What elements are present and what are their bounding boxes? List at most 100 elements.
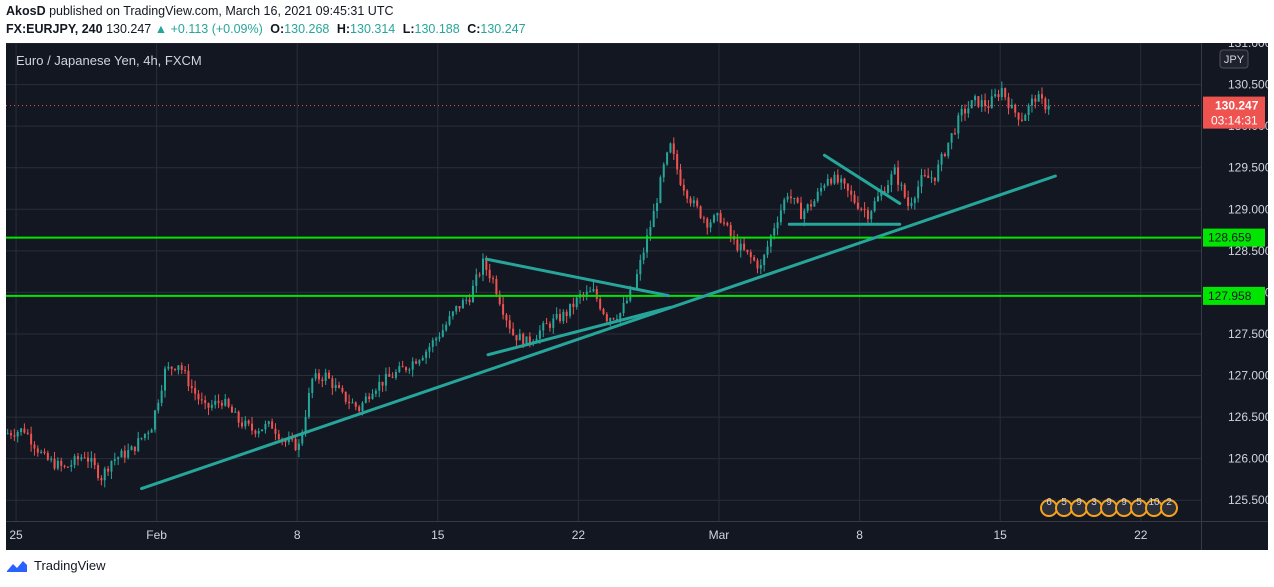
candle[interactable] [729, 222, 732, 243]
candle[interactable] [997, 89, 1000, 102]
candle[interactable] [328, 369, 331, 380]
candle[interactable] [887, 179, 890, 194]
candle[interactable] [448, 310, 451, 327]
candle[interactable] [200, 392, 203, 405]
candle[interactable] [793, 197, 796, 205]
candle[interactable] [381, 381, 384, 392]
candle[interactable] [147, 430, 150, 440]
candle[interactable] [856, 196, 859, 211]
candle[interactable] [789, 189, 792, 204]
candle[interactable] [974, 94, 977, 106]
candle[interactable] [900, 181, 903, 191]
candle[interactable] [267, 420, 270, 428]
candle[interactable] [1007, 92, 1010, 115]
candle[interactable] [254, 429, 257, 438]
candle[interactable] [552, 314, 555, 334]
candle[interactable] [348, 394, 351, 410]
candle[interactable] [60, 457, 63, 472]
candle[interactable] [716, 212, 719, 222]
candle[interactable] [401, 360, 404, 368]
candle[interactable] [36, 445, 39, 457]
candle[interactable] [428, 343, 431, 359]
candle[interactable] [411, 357, 414, 377]
candle[interactable] [197, 389, 200, 405]
candle[interactable] [1040, 87, 1044, 105]
candle[interactable] [190, 379, 193, 394]
candle[interactable] [481, 253, 484, 282]
candle[interactable] [13, 428, 16, 441]
candle[interactable] [53, 451, 56, 471]
candle[interactable] [418, 359, 421, 367]
candle[interactable] [461, 297, 464, 309]
candle[interactable] [103, 466, 106, 488]
candle[interactable] [806, 203, 809, 214]
candle[interactable] [80, 454, 83, 462]
candle[interactable] [569, 303, 572, 319]
candle[interactable] [846, 183, 849, 198]
candle[interactable] [753, 254, 756, 262]
price-chart[interactable]: 125.500126.000126.500127.000127.500128.0… [6, 43, 1268, 550]
candle[interactable] [488, 263, 491, 283]
candle[interactable] [364, 392, 367, 404]
candle[interactable] [90, 451, 93, 469]
candle[interactable] [458, 306, 461, 312]
candle[interactable] [277, 429, 280, 442]
candle[interactable] [927, 168, 930, 179]
candle[interactable] [204, 395, 207, 410]
candle[interactable] [143, 433, 146, 441]
candle[interactable] [917, 180, 920, 203]
candle[interactable] [960, 104, 963, 122]
candle[interactable] [940, 152, 943, 172]
candle[interactable] [1034, 95, 1037, 109]
candle[interactable] [234, 407, 237, 413]
candle[interactable] [893, 164, 896, 175]
candle[interactable] [384, 367, 387, 392]
candle[interactable] [297, 439, 300, 458]
candle[interactable] [465, 296, 468, 305]
candle[interactable] [990, 89, 993, 109]
candle[interactable] [341, 385, 344, 394]
candle[interactable] [833, 171, 836, 185]
candle[interactable] [117, 456, 120, 466]
candle[interactable] [746, 249, 749, 255]
candle[interactable] [659, 175, 662, 204]
candle[interactable] [431, 337, 434, 353]
candle[interactable] [836, 169, 839, 185]
candle[interactable] [177, 365, 180, 375]
candle[interactable] [317, 369, 320, 384]
trendline[interactable] [484, 257, 671, 298]
candle[interactable] [445, 321, 448, 332]
candle[interactable] [120, 448, 123, 458]
candle[interactable] [860, 207, 863, 212]
candle[interactable] [307, 387, 310, 419]
tradingview-logo-icon[interactable] [6, 559, 28, 573]
candle[interactable] [264, 420, 267, 434]
candle[interactable] [970, 100, 973, 109]
candle[interactable] [502, 296, 505, 320]
candle[interactable] [56, 457, 59, 471]
candle[interactable] [368, 392, 371, 403]
candle[interactable] [592, 281, 595, 293]
candle[interactable] [1044, 96, 1047, 114]
candle[interactable] [495, 275, 498, 298]
trendline[interactable] [822, 153, 902, 205]
candle[interactable] [810, 199, 813, 211]
candle[interactable] [1037, 90, 1040, 102]
candle[interactable] [920, 168, 923, 194]
candle[interactable] [575, 296, 578, 310]
candle[interactable] [16, 429, 19, 443]
footer-brand[interactable]: TradingView [34, 558, 106, 573]
candle[interactable] [113, 452, 116, 466]
candle[interactable] [863, 202, 866, 218]
candle[interactable] [23, 423, 26, 434]
candle[interactable] [639, 254, 642, 281]
candle[interactable] [244, 416, 247, 430]
candle[interactable] [749, 249, 752, 264]
candle[interactable] [786, 192, 789, 203]
candle[interactable] [257, 428, 260, 438]
candle[interactable] [612, 317, 615, 321]
candle[interactable] [133, 446, 136, 456]
candle[interactable] [150, 428, 153, 433]
candle[interactable] [799, 196, 802, 220]
candle[interactable] [170, 366, 173, 376]
